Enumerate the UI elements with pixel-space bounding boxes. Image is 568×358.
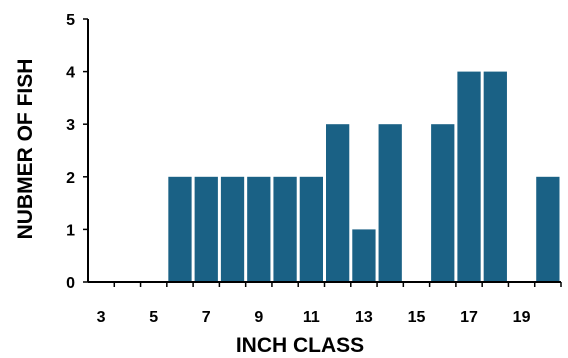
bar-6 [168,176,192,282]
x-tick-label: 5 [149,309,158,326]
bar-18 [483,71,507,282]
y-tick-label: 0 [66,275,75,292]
bar-11 [299,176,323,282]
x-tick-label: 9 [254,309,263,326]
bar-10 [273,176,297,282]
y-tick-label: 3 [66,117,75,134]
x-axis-title: INCH CLASS [236,334,364,357]
y-tick-label: 1 [66,222,75,239]
bar-13 [352,229,376,282]
x-tick-label: 17 [460,309,478,326]
y-axis-title: NUBMER OF FISH [14,59,37,240]
bar-7 [194,176,218,282]
bar-17 [457,71,481,282]
y-tick-label: 4 [66,65,75,82]
x-tick-label: 11 [303,309,320,326]
y-tick-label: 5 [66,12,75,29]
bar-16 [431,124,455,282]
x-tick-label: 19 [513,309,531,326]
bar-9 [247,176,271,282]
bar-12 [326,124,350,282]
x-tick-label: 3 [97,309,106,326]
y-tick-labels: 0 1 2 3 4 5 [66,12,75,292]
bar-8 [220,176,245,282]
bar-14 [378,124,402,282]
x-tick-label: 7 [202,309,211,326]
bar-20 [536,176,560,282]
x-tick-label: 13 [355,309,373,326]
bars-group [168,71,560,282]
y-tick-label: 2 [66,170,75,187]
x-tick-labels: 3 5 7 9 11 13 15 17 19 [97,309,531,326]
x-tick-label: 15 [408,309,426,326]
